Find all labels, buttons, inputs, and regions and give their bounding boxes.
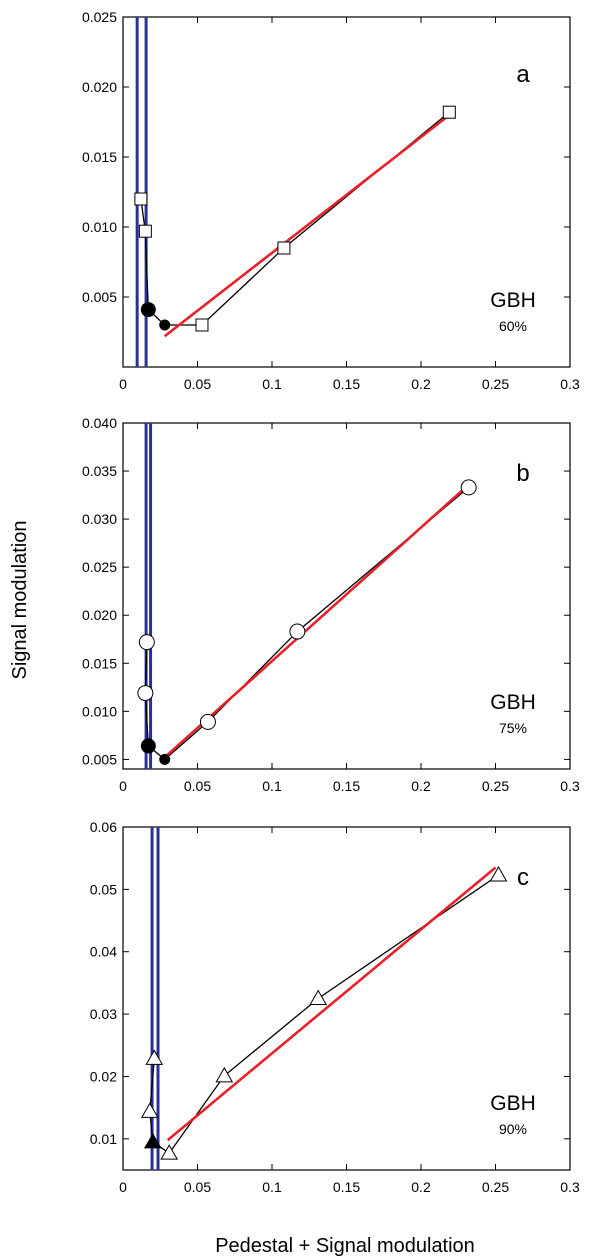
series-group [135, 17, 451, 367]
x-tick-label: 0.05 [184, 778, 211, 794]
panels: 0 0.05 0.1 0.15 0.2 0.25 0.30.0050.0100.0150.0… [82, 9, 580, 1195]
annotation-sub: 60% [499, 318, 527, 334]
data-point [215, 1066, 234, 1083]
x-tick-label: 0 [119, 778, 127, 794]
y-tick-label: 0.02 [90, 1068, 117, 1084]
x-tick-label: 0.15 [333, 376, 360, 392]
panel-letter: a [516, 61, 530, 88]
x-tick-label: 0 [119, 1179, 127, 1195]
fit-line [163, 113, 451, 338]
data-point [145, 1049, 164, 1065]
series-group [144, 423, 470, 769]
data-point [140, 1102, 159, 1118]
y-tick-label: 0.005 [82, 289, 117, 305]
x-tick-label: 0.2 [411, 778, 431, 794]
annotation: GBH [490, 1092, 536, 1115]
x-tick-label: 0.2 [411, 1179, 431, 1195]
x-tick-label: 0.2 [411, 376, 431, 392]
data-line [140, 111, 450, 326]
y-tick-label: 0.010 [82, 703, 117, 719]
data-point [138, 634, 155, 651]
x-tick-label: 0.1 [262, 376, 282, 392]
annotation-sub: 75% [499, 720, 527, 736]
x-tick-label: 0.3 [560, 376, 580, 392]
x-tick-label: 0.25 [482, 778, 509, 794]
y-tick-label: 0.04 [90, 944, 117, 960]
y-axis-title: Signal modulation [9, 521, 31, 680]
y-tick-label: 0.025 [82, 559, 117, 575]
data-point [442, 105, 456, 119]
y-tick-label: 0.030 [82, 511, 117, 527]
annotation-sub: 90% [499, 1121, 527, 1137]
panel-letter: b [516, 460, 529, 487]
data-point [143, 1132, 162, 1149]
y-tick-label: 0.035 [82, 463, 117, 479]
data-point [134, 192, 148, 206]
y-tick-label: 0.01 [90, 1131, 117, 1147]
data-point [160, 1144, 179, 1160]
x-tick-label: 0.1 [262, 778, 282, 794]
x-tick-label: 0.3 [560, 778, 580, 794]
annotation: GBH [490, 289, 536, 312]
data-point [199, 713, 216, 730]
y-tick-label: 0.03 [90, 1006, 117, 1022]
y-tick-label: 0.015 [82, 149, 117, 165]
x-tick-label: 0.05 [184, 376, 211, 392]
y-tick-label: 0.05 [90, 881, 117, 897]
data-point [138, 224, 152, 238]
y-tick-label: 0.010 [82, 219, 117, 235]
y-tick-label: 0.040 [82, 415, 117, 431]
panel-b: 0 0.05 0.1 0.15 0.2 0.25 0.3 0.005 0.010 0.015 0.0… [82, 415, 580, 794]
data-point [195, 318, 209, 332]
y-tick-label: 0.015 [82, 655, 117, 671]
data-point [277, 241, 291, 255]
data-point [140, 302, 156, 318]
data-point [159, 319, 171, 331]
x-tick-label: 0.15 [333, 1179, 360, 1195]
panel-letter: c [517, 864, 529, 891]
annotation: GBH [490, 691, 536, 714]
x-tick-label: 0.25 [482, 1179, 509, 1195]
x-tick-label: 0.1 [262, 1179, 282, 1195]
plot-frame [122, 16, 571, 368]
series-group [149, 827, 499, 1170]
y-tick-label: 0.020 [82, 607, 117, 623]
panel-c: 0 0.05 0.1 0.15 0.2 0.25 0.3 0.01 0.02 0.03 0.04 0.… [90, 819, 580, 1195]
x-tick-label: 0.05 [184, 1179, 211, 1195]
data-point [489, 866, 508, 882]
y-tick-label: 0.025 [82, 9, 117, 25]
x-tick-label: 0 [119, 376, 127, 392]
y-tick-label: 0.005 [82, 751, 117, 767]
fit-line [166, 866, 497, 1142]
data-point [460, 479, 477, 496]
y-tick-label: 0.06 [90, 819, 117, 835]
data-point [159, 753, 171, 765]
x-tick-label: 0.3 [560, 1179, 580, 1195]
data-point [309, 989, 328, 1005]
panel-a: 0 0.05 0.1 0.15 0.2 0.25 0.3 0.005 0.010 0.015 0.0… [82, 9, 580, 392]
data-point [137, 685, 154, 702]
x-tick-label: 0.15 [333, 778, 360, 794]
x-axis-title: Pedestal + Signal modulation [215, 1235, 475, 1257]
x-tick-label: 0.25 [482, 376, 509, 392]
data-point [140, 738, 156, 754]
data-point [289, 623, 306, 640]
y-tick-label: 0.020 [82, 79, 117, 95]
